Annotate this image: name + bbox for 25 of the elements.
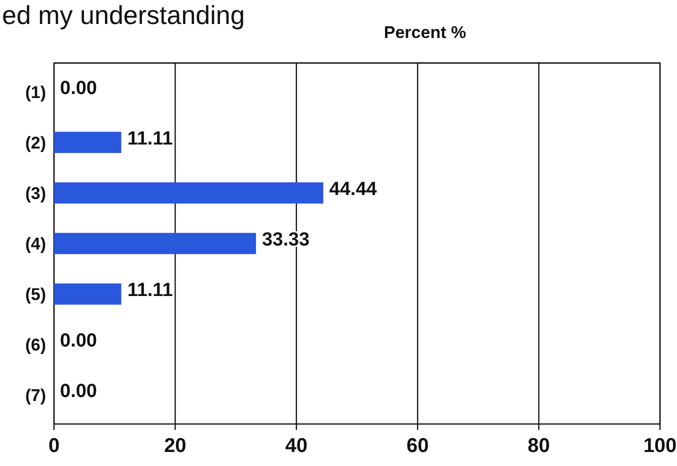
y-tick-label: (3) bbox=[25, 184, 46, 203]
x-tick-label: 0 bbox=[48, 435, 60, 457]
bar bbox=[54, 182, 324, 204]
y-tick-label: (5) bbox=[25, 285, 46, 304]
y-tick-label: (4) bbox=[25, 234, 46, 254]
data-label: 11.11 bbox=[127, 280, 174, 302]
data-label: 11.11 bbox=[127, 128, 174, 150]
data-label: 0.00 bbox=[60, 78, 97, 99]
y-tick-label: (6) bbox=[25, 336, 46, 355]
x-tick-label: 40 bbox=[285, 435, 308, 457]
bar bbox=[54, 283, 122, 305]
y-tick-label: (1) bbox=[25, 82, 46, 102]
x-tick-label: 80 bbox=[528, 435, 550, 457]
bar bbox=[54, 132, 122, 153]
data-label: 0.00 bbox=[60, 381, 97, 402]
x-axis-title: Percent % bbox=[384, 23, 466, 42]
x-tick-label: 100 bbox=[643, 435, 677, 457]
chart-title: ed my understanding bbox=[2, 0, 245, 30]
y-tick-label: (7) bbox=[25, 386, 46, 406]
data-label: 0.00 bbox=[60, 330, 97, 352]
bar bbox=[54, 232, 256, 254]
data-label: 44.44 bbox=[329, 178, 378, 200]
x-tick-label: 20 bbox=[164, 435, 186, 457]
y-tick-label: (2) bbox=[25, 133, 46, 152]
x-tick-label: 60 bbox=[406, 435, 429, 457]
